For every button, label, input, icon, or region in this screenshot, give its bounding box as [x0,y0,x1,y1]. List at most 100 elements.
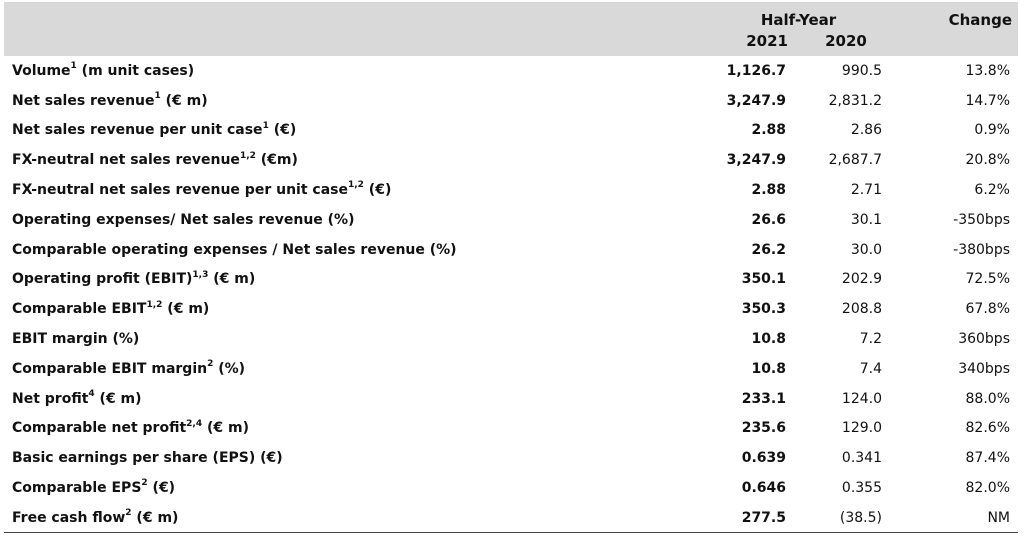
value-2021: 26.2 [751,241,786,258]
row-unit: (€ m) [160,92,208,109]
footnote-marker: 1,2 [239,150,256,161]
year-current-header: 2021 [699,30,794,56]
row-label-text: EBIT margin (%) [12,331,140,348]
row-label-text: Comparable operating expenses / Net sale… [12,241,457,258]
table-row: Net sales revenue per unit case1 (€) 2.88… [4,116,1018,146]
row-label-text: Free cash flow [12,509,126,526]
row-label: Basic earnings per share (EPS) (€) [4,443,699,473]
table-row: Net sales revenue1 (€ m) 3,247.9 2,831.2 14… [4,86,1018,116]
row-label: Comparable operating expenses / Net sale… [4,235,699,265]
header-label-spacer [4,2,699,30]
value-change: 13.8% [965,62,1010,79]
footnote-marker: 2 [141,478,148,489]
row-label: FX-neutral net sales revenue per unit ca… [4,175,699,205]
header-label-spacer-2 [4,30,699,56]
table-row: EBIT margin (%) 10.8 7.2 360bps [4,324,1018,354]
row-label-text: Comparable EPS [12,480,142,497]
row-label-text: Comparable net profit [12,420,187,437]
table-row: FX-neutral net sales revenue per unit ca… [4,175,1018,205]
footnote-marker: 1,3 [192,269,209,280]
row-label: FX-neutral net sales revenue1,2 (€m) [4,145,699,175]
value-2020: 7.4 [859,360,882,377]
change-header: Change [898,2,1018,30]
value-change: -350bps [953,211,1010,228]
footnote-marker: 1 [262,120,269,131]
results-table: Half-Year Change 2021 2020 Volume1 (m un… [4,2,1018,534]
row-unit: (€ m) [94,390,142,407]
table-row: Comparable EBIT margin2 (%) 10.8 7.4 340bps [4,354,1018,384]
row-label: Comparable EBIT1,2 (€ m) [4,294,699,324]
value-change: NM [898,502,1018,534]
table-row: FX-neutral net sales revenue1,2 (€m) 3,24… [4,145,1018,175]
row-label: Comparable EBIT margin2 (%) [4,354,699,384]
row-label: Net sales revenue per unit case1 (€) [4,116,699,146]
value-change: 67.8% [965,301,1010,318]
row-label-text: Operating expenses/ Net sales revenue (%… [12,211,355,228]
value-2021: 3,247.9 [726,92,786,109]
table-row: Comparable EPS2 (€) 0.646 0.355 82.0% [4,473,1018,503]
value-2021: 1,126.7 [726,62,786,79]
row-unit: (€ m) [202,420,249,437]
row-label-text: Basic earnings per share (EPS) (€) [12,450,283,467]
value-change: 82.6% [965,420,1010,437]
value-2021: 0.639 [741,450,786,467]
value-2021: 350.3 [741,301,786,318]
value-change: 82.0% [965,480,1010,497]
value-2020: 2,687.7 [828,152,882,169]
table-row: Comparable net profit2,4 (€ m) 235.6 129.0… [4,414,1018,444]
value-change: 6.2% [974,182,1010,199]
footnote-marker: 1 [70,61,77,72]
table-row: Comparable operating expenses / Net sale… [4,235,1018,265]
footnote-marker: 1 [154,91,161,102]
table-row: Operating expenses/ Net sales revenue (%… [4,205,1018,235]
value-2020: 2.86 [850,122,882,139]
value-2020: 990.5 [841,62,882,79]
value-2020: 129.0 [841,420,882,437]
row-label: Free cash flow2 (€ m) [4,502,699,534]
row-label: Operating profit (EBIT)1,3 (€ m) [4,265,699,295]
value-change: 0.9% [974,122,1010,139]
row-unit: (%) [213,360,246,377]
value-change: 72.5% [965,271,1010,288]
row-unit: (€ m) [131,509,179,526]
footnote-marker: 4 [88,389,95,399]
value-2021: 10.8 [751,331,786,348]
value-2021: 2.88 [751,182,786,199]
row-label-text: FX-neutral net sales revenue [12,152,240,169]
value-2020: 124.0 [841,390,882,407]
row-label: Operating expenses/ Net sales revenue (%… [4,205,699,235]
row-unit: (€) [363,182,392,199]
table-row: Volume1 (m unit cases) 1,126.7 990.5 13.8% [4,56,1018,86]
row-label: Comparable net profit2,4 (€ m) [4,414,699,444]
change-header-spacer [898,30,1018,56]
row-label-text: Net sales revenue per unit case [12,122,263,139]
value-2021: 233.1 [741,390,786,407]
value-2021: 350.1 [741,271,786,288]
row-label-text: Comparable EBIT margin [12,360,208,377]
value-2021: 277.5 [699,502,794,534]
row-label-text: FX-neutral net sales revenue per unit ca… [12,182,348,199]
value-change: 340bps [958,360,1010,377]
value-2020: 2,831.2 [828,92,882,109]
row-label-text: Net sales revenue [12,92,155,109]
table-row: Basic earnings per share (EPS) (€) 0.639 0… [4,443,1018,473]
footnote-marker: 2,4 [186,418,203,429]
footnote-marker: 2 [125,507,132,518]
value-change: 88.0% [965,390,1010,407]
table-row: Operating profit (EBIT)1,3 (€ m) 350.1 202… [4,265,1018,295]
row-unit: (€) [147,480,176,497]
value-2020: 7.2 [859,331,882,348]
value-2020: 202.9 [841,271,882,288]
value-change: 14.7% [965,92,1010,109]
value-change: 20.8% [965,152,1010,169]
value-change: 87.4% [965,450,1010,467]
value-2020: 0.355 [841,480,882,497]
row-label: Net profit4 (€ m) [4,384,699,414]
row-label: Comparable EPS2 (€) [4,473,699,503]
row-label: EBIT margin (%) [4,324,699,354]
row-unit: (m unit cases) [76,62,195,79]
row-label-text: Net profit [12,390,89,407]
value-2021: 235.6 [741,420,786,437]
row-label-text: Operating profit (EBIT) [12,271,193,288]
